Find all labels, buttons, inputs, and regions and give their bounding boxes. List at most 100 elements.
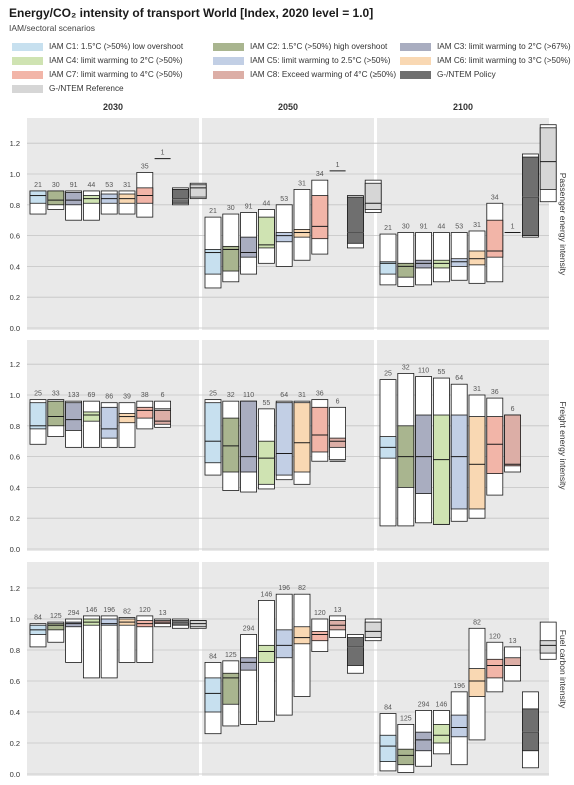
- iqr-box: [450, 414, 468, 510]
- count-label: 110: [418, 368, 429, 375]
- count-label: 30: [227, 205, 235, 212]
- iqr-box: [65, 621, 82, 628]
- count-label: 53: [105, 182, 113, 189]
- legend-swatch: [12, 70, 43, 79]
- count-label: 13: [334, 607, 342, 614]
- legend-label: IAM C2: 1.5°C (>50%) high overshoot: [250, 42, 388, 51]
- iqr-box: [275, 402, 293, 476]
- iqr-box: [240, 400, 258, 473]
- range-box: [47, 621, 65, 643]
- range-box: [539, 124, 557, 203]
- count-label: 30: [402, 224, 410, 231]
- legend-item-c3: IAM C3: limit warming to 2°C (>67%): [400, 42, 571, 51]
- range-box: [522, 153, 539, 238]
- count-label: 120: [139, 607, 151, 614]
- count-label: 44: [438, 224, 446, 231]
- count-label: 84: [384, 705, 392, 712]
- range-box: [397, 724, 415, 773]
- count-label: 44: [263, 200, 271, 207]
- panel-background: [202, 118, 374, 330]
- count-label: 86: [105, 394, 113, 401]
- legend-swatch: [400, 42, 431, 51]
- iqr-box: [346, 637, 364, 666]
- y-tick-label: 0.6: [10, 677, 20, 686]
- count-label: 91: [245, 204, 253, 211]
- legend-item-c1: IAM C1: 1.5°C (>50%) low overshoot: [12, 42, 183, 51]
- range-box: [29, 399, 47, 445]
- range-box: [136, 172, 154, 218]
- range-box: [204, 399, 222, 476]
- count-label: 25: [384, 371, 392, 378]
- chart-subtitle: IAM/sectoral scenarios: [9, 23, 95, 33]
- count-label: 133: [68, 392, 80, 399]
- iqr-box: [222, 417, 240, 473]
- range-box: [136, 615, 154, 663]
- range-box: [450, 232, 468, 281]
- count-label: 31: [298, 180, 306, 187]
- range-box: [222, 400, 240, 491]
- count-label: 146: [86, 607, 98, 614]
- iqr-box: [504, 414, 522, 467]
- range-box: [468, 394, 486, 519]
- range-box: [100, 190, 118, 215]
- y-tick-label: 0.2: [10, 739, 20, 748]
- range-box: [364, 179, 382, 213]
- y-tick-label: 0.0: [10, 324, 20, 333]
- legend-swatch: [12, 56, 43, 65]
- range-box: [65, 618, 82, 663]
- count-label: 125: [225, 652, 237, 659]
- iqr-box: [100, 618, 118, 626]
- count-label: 91: [420, 224, 428, 231]
- legend-swatch: [213, 42, 244, 51]
- count-label: 55: [438, 369, 446, 376]
- count-label: 55: [263, 400, 271, 407]
- range-box: [311, 618, 329, 652]
- iqr-box: [432, 724, 450, 744]
- range-box: [397, 373, 415, 527]
- iqr-box: [189, 620, 207, 628]
- iqr-box: [539, 127, 557, 190]
- range-box: [415, 710, 433, 767]
- count-label: 146: [261, 591, 273, 598]
- range-box: [275, 593, 293, 716]
- range-box: [171, 187, 189, 206]
- count-label: 294: [243, 626, 255, 633]
- count-label: 34: [491, 194, 499, 201]
- count-label: 91: [70, 182, 78, 189]
- chart-title: Energy/CO₂ intensity of transport World …: [9, 6, 374, 20]
- iqr-box: [432, 414, 450, 525]
- range-box: [83, 615, 100, 679]
- count-label: 294: [418, 701, 430, 708]
- iqr-box: [257, 644, 275, 663]
- iqr-box: [486, 219, 504, 258]
- year-header-2030: 2030: [103, 102, 123, 112]
- range-box: [293, 188, 311, 261]
- year-header-2100: 2100: [453, 102, 473, 112]
- panel-background: [27, 118, 199, 330]
- iqr-box: [397, 425, 415, 488]
- iqr-box: [222, 672, 240, 705]
- iqr-box: [204, 677, 222, 713]
- count-label: 64: [280, 392, 288, 399]
- range-box: [275, 400, 293, 481]
- legend-swatch: [400, 70, 431, 79]
- count-label: 21: [384, 225, 392, 232]
- iqr-box: [432, 259, 450, 269]
- iqr-box: [539, 640, 557, 654]
- range-box: [100, 402, 118, 448]
- count-label: 33: [52, 391, 60, 398]
- y-tick-label: 0.8: [10, 422, 20, 431]
- iqr-box: [379, 734, 397, 763]
- range-box: [450, 383, 468, 522]
- count-label: 36: [491, 389, 499, 396]
- iqr-box: [415, 731, 433, 752]
- y-tick-label: 0.4: [10, 483, 20, 492]
- iqr-box: [379, 436, 397, 459]
- range-box: [486, 202, 504, 283]
- year-header-2050: 2050: [278, 102, 298, 112]
- range-box: [346, 634, 364, 674]
- range-box: [189, 182, 207, 200]
- range-box: [29, 190, 47, 215]
- count-label: 30: [52, 182, 60, 189]
- legend-swatch: [213, 70, 244, 79]
